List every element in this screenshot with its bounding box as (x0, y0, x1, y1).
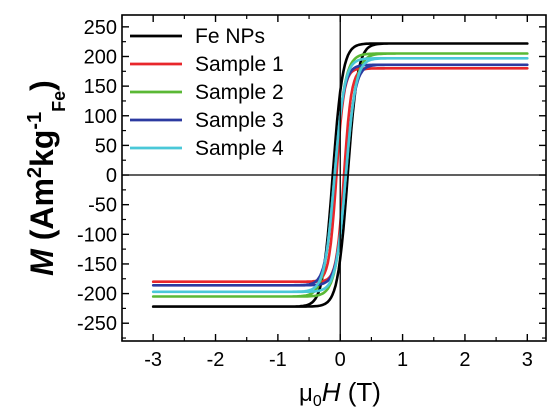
y-axis-title: M (Am2kg-1Fe) (24, 80, 69, 276)
y-tick-label: -100 (77, 224, 117, 246)
curves-layer (151, 42, 529, 308)
y-axis-title-variable: M (24, 248, 60, 276)
y-tick-label: -250 (77, 313, 117, 335)
x-tick-label: 2 (459, 349, 470, 371)
y-tick-label: 50 (95, 135, 117, 157)
legend-label: Sample 3 (195, 109, 284, 132)
x-tick-label: -1 (269, 349, 287, 371)
y-axis-title-mid: kg (24, 130, 60, 167)
y-tick-label: 100 (84, 106, 117, 128)
x-axis-title-subscript: 0 (313, 393, 322, 409)
ticks-layer (121, 15, 546, 341)
y-tick-label: -200 (77, 284, 117, 306)
x-tick-label: 0 (335, 349, 346, 371)
x-axis-title-unit: (T) (341, 377, 381, 407)
series-line-3 (151, 52, 529, 298)
y-axis-title-open: (Am (24, 178, 60, 249)
series-line-4 (151, 63, 529, 287)
y-tick-label: 0 (106, 165, 117, 187)
tick-labels-layer: -3 -2 -1 0 1 2 3 250 200 150 100 50 0 -50 -100 -150 -200… (77, 17, 533, 371)
plot-frame (121, 14, 547, 342)
series-line-5 (151, 57, 529, 294)
series-line-1 (151, 42, 529, 308)
y-axis-title-sup1: 2 (24, 167, 46, 178)
y-tick-label: -150 (77, 254, 117, 276)
x-axis-title-variable: H (322, 377, 341, 407)
y-tick-label: 200 (84, 46, 117, 68)
y-axis-title-sup2: -1 (24, 112, 46, 130)
legend-label: Sample 4 (195, 137, 284, 160)
legend: Fe NPs Sample 1 Sample 2 Sample 3 Sample 4 (130, 25, 284, 160)
x-tick-label: -2 (207, 349, 225, 371)
x-tick-label: 1 (397, 349, 408, 371)
legend-label: Sample 2 (195, 81, 284, 104)
y-tick-label: 150 (84, 76, 117, 98)
y-axis-title-sub: Fe (49, 91, 69, 112)
y-axis-title-close: ) (24, 80, 60, 91)
x-axis-title: μ0H (T) (299, 377, 381, 409)
reference-lines (122, 15, 546, 341)
x-axis-title-symbol: μ (299, 380, 313, 407)
series-line-2 (151, 67, 529, 283)
legend-label: Sample 1 (195, 53, 284, 76)
x-tick-label: -3 (144, 349, 162, 371)
y-tick-label: -50 (88, 195, 117, 217)
y-tick-label: 250 (84, 17, 117, 39)
x-tick-label: 3 (522, 349, 533, 371)
legend-label: Fe NPs (195, 25, 265, 48)
